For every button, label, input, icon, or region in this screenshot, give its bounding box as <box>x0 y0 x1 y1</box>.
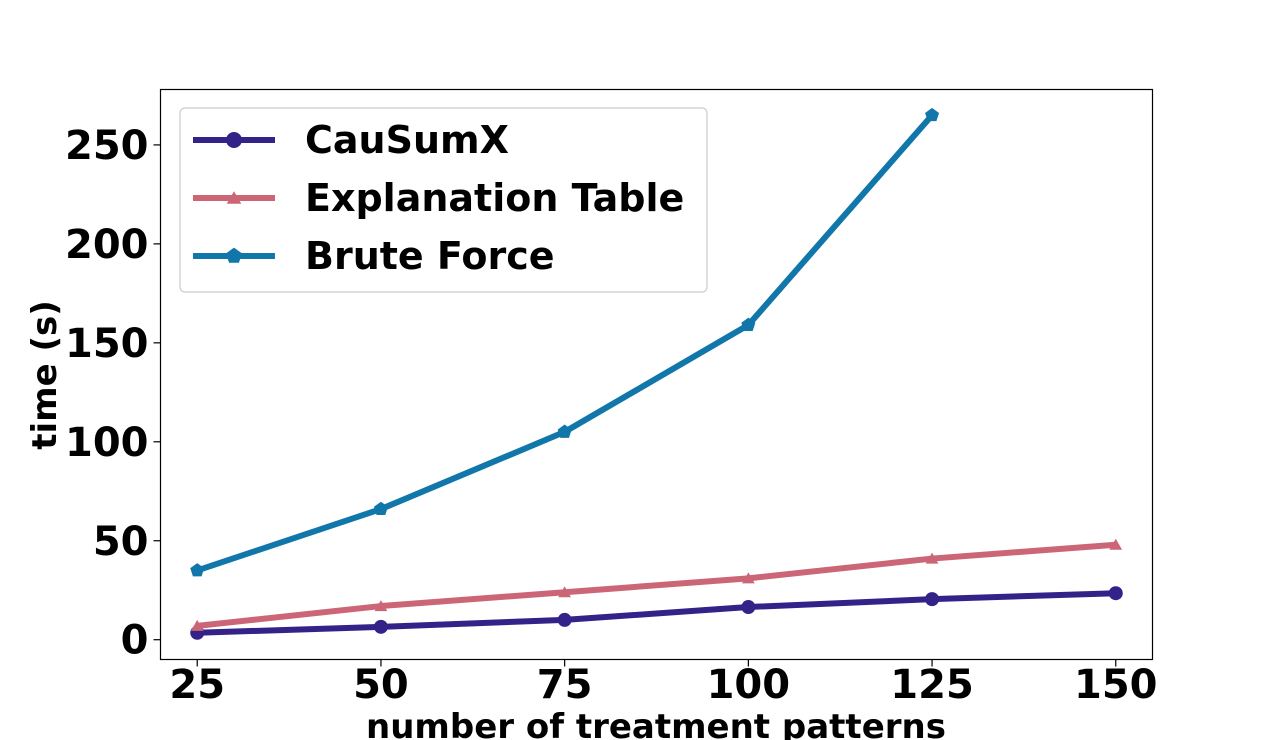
data-point-explanation-table <box>374 600 388 612</box>
x-tick-label: 125 <box>890 662 974 708</box>
data-point-causumx <box>1108 586 1123 601</box>
legend-label-explanation-table: Explanation Table <box>305 176 684 220</box>
y-tick-label: 250 <box>65 123 149 169</box>
data-point-causumx <box>373 619 388 634</box>
legend-marker-explanation-table <box>226 191 242 204</box>
series-line-explanation-table <box>196 541 1116 629</box>
series-line-causumx <box>197 590 1116 636</box>
x-axis-ticks: 25 50 75 100 125 150 <box>169 659 1158 708</box>
data-point-brute-force <box>741 317 756 331</box>
data-point-causumx <box>925 592 940 607</box>
y-tick-label: 150 <box>65 321 149 367</box>
data-point-explanation-table <box>741 572 755 584</box>
x-tick-label: 100 <box>707 662 791 708</box>
data-point-explanation-table <box>558 586 572 598</box>
legend-label-causumx: CauSumX <box>305 118 509 162</box>
data-point-explanation-table <box>190 619 204 631</box>
x-axis-label: number of treatment patterns <box>366 707 946 740</box>
x-tick-label: 150 <box>1074 662 1158 708</box>
data-point-explanation-table <box>925 552 939 564</box>
x-tick-label: 25 <box>169 662 225 708</box>
data-point-causumx <box>557 612 572 627</box>
y-tick-label: 100 <box>65 420 149 466</box>
y-tick-label: 0 <box>121 618 149 664</box>
x-tick-label: 75 <box>537 662 593 708</box>
y-axis-label: time (s) <box>25 300 65 450</box>
y-tick-label: 200 <box>65 222 149 268</box>
legend: CauSumX Explanation Table Brute Force <box>179 107 708 293</box>
plot-frame <box>159 88 1154 661</box>
data-point-brute-force <box>373 501 388 516</box>
y-axis-ticks: 0 50 100 150 200 250 <box>65 123 161 664</box>
data-point-explanation-table <box>1109 538 1123 550</box>
data-point-brute-force <box>190 563 205 577</box>
legend-box <box>179 107 708 293</box>
series-layer <box>190 107 1123 640</box>
data-point-brute-force <box>557 424 572 438</box>
x-tick-label: 50 <box>353 662 409 708</box>
legend-label-brute-force: Brute Force <box>305 234 555 278</box>
y-tick-label: 50 <box>93 519 149 565</box>
data-point-causumx <box>741 600 756 615</box>
data-point-brute-force <box>925 107 940 122</box>
legend-marker-brute-force <box>226 247 242 263</box>
legend-marker-causumx <box>226 132 242 148</box>
